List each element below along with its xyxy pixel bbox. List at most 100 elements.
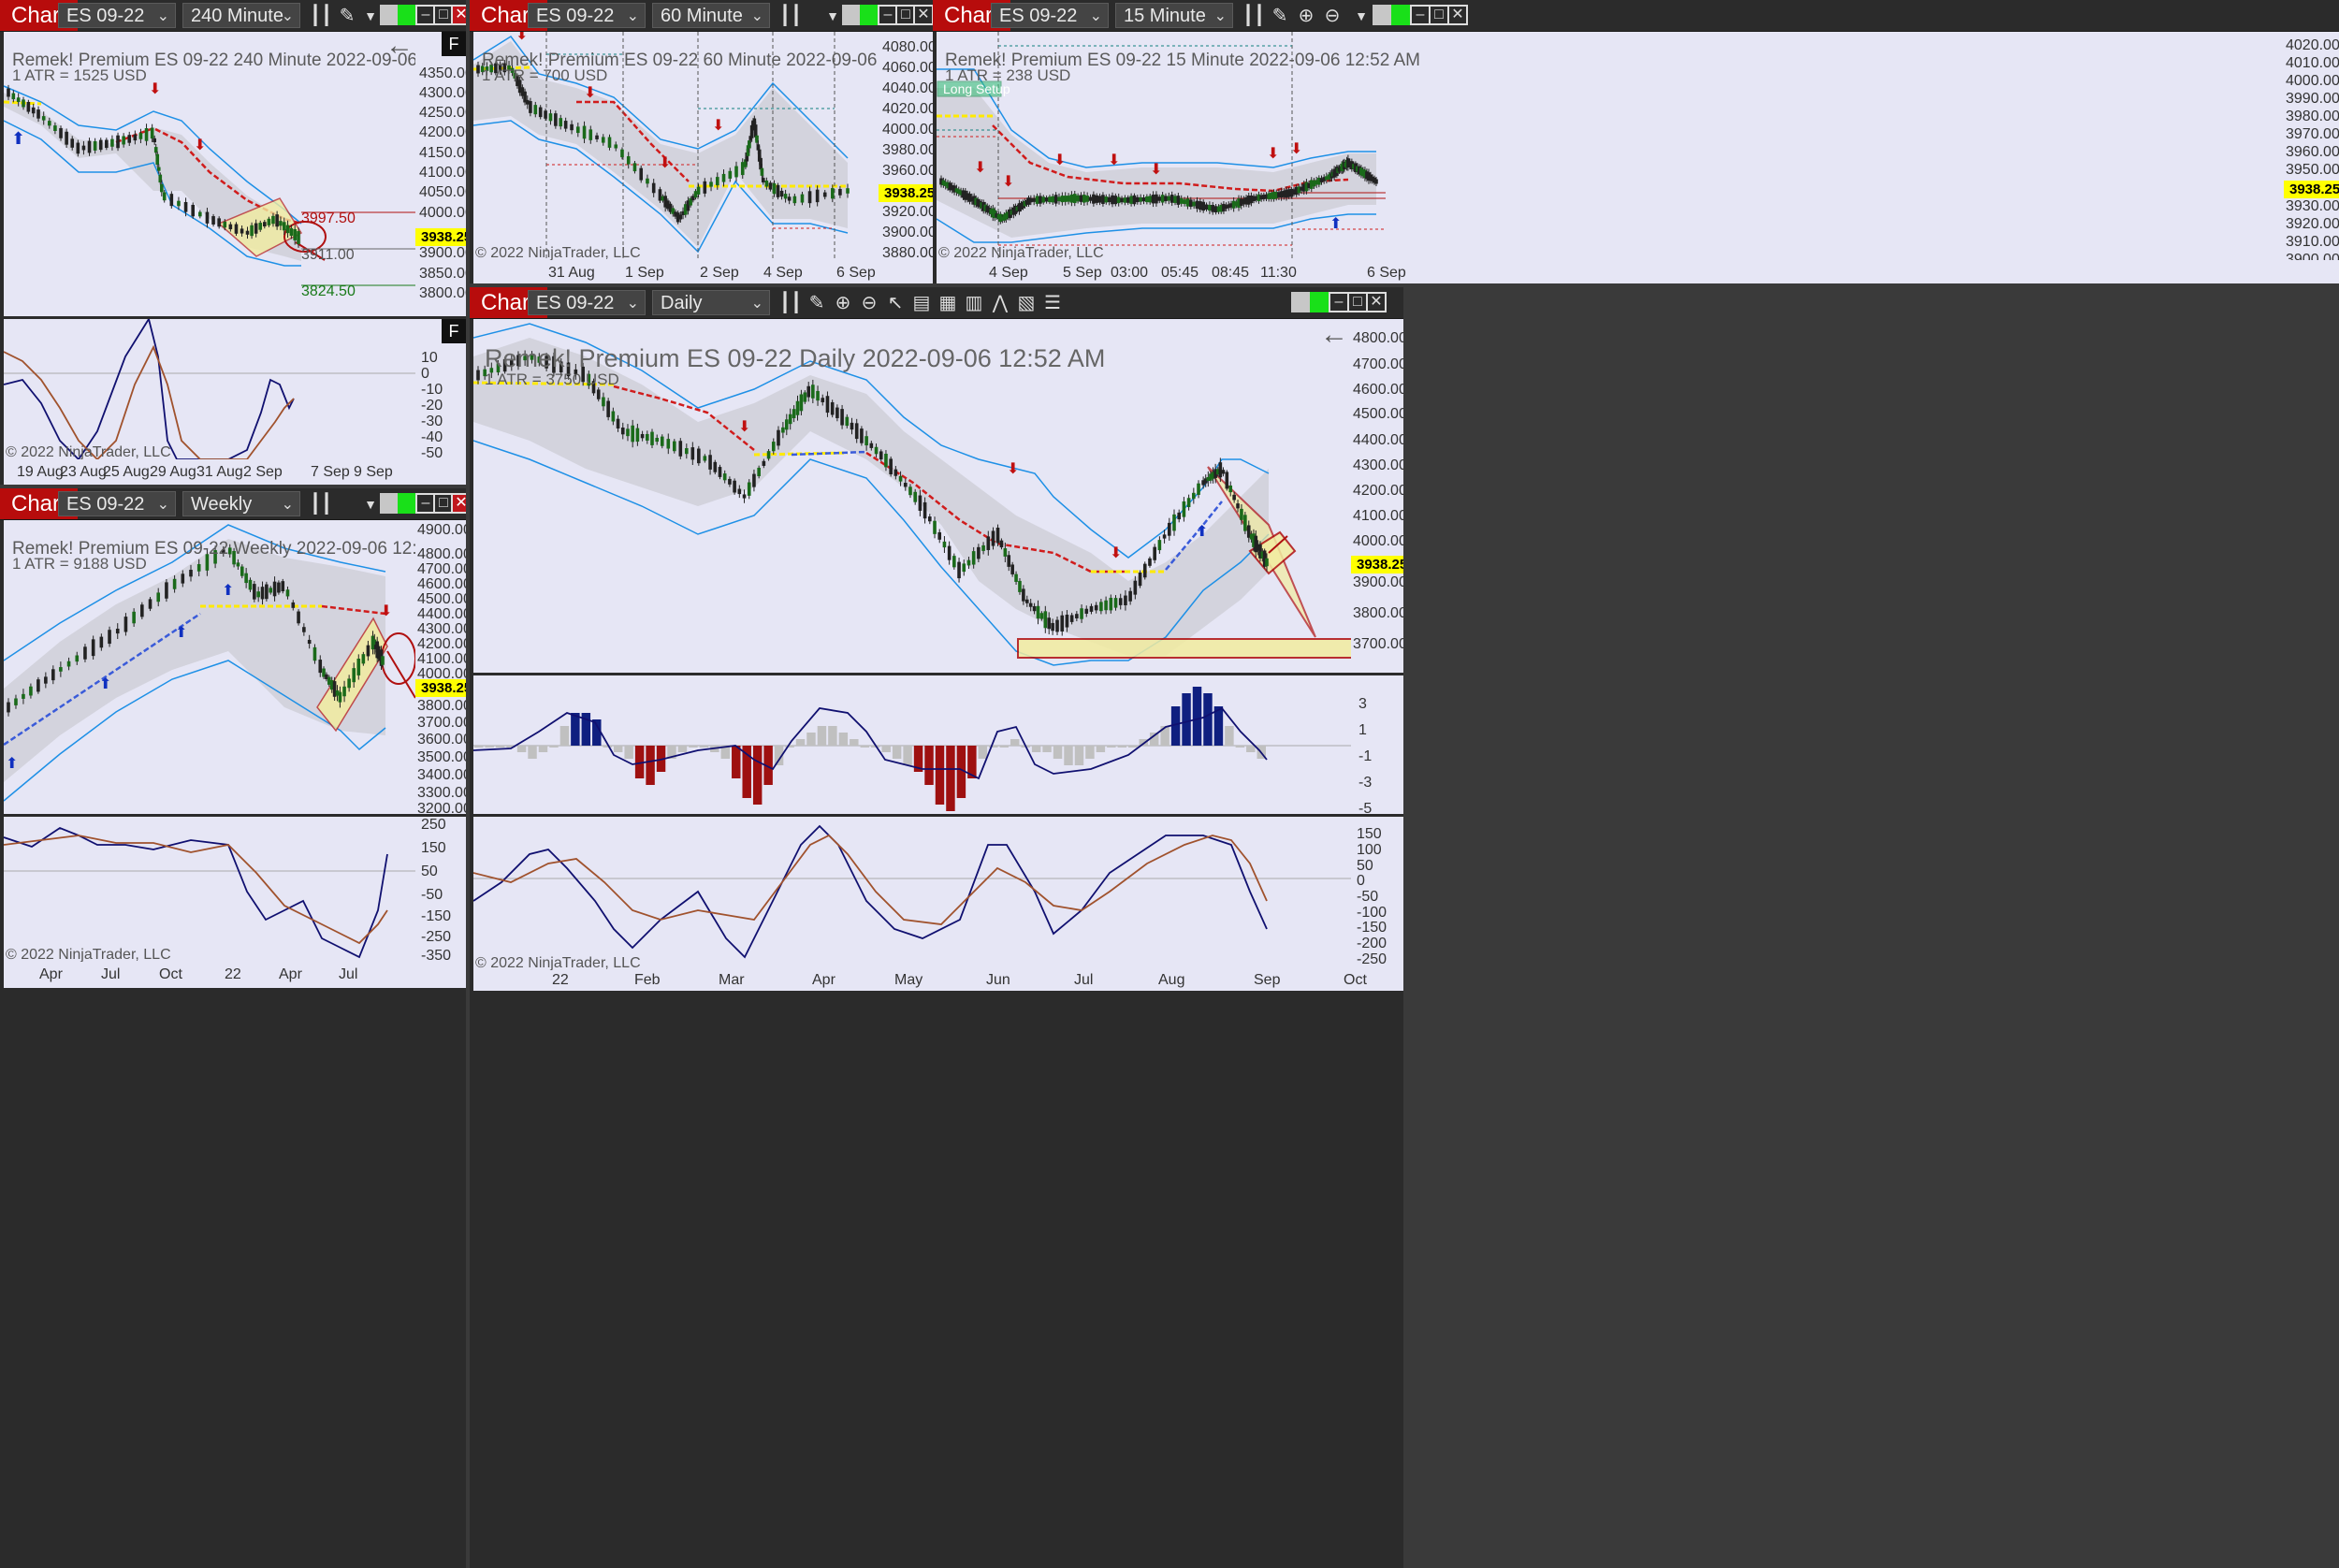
time-axis[interactable]: 4 Sep 5 Sep 03:00 05:45 08:45 11:30 6 Se… — [937, 260, 2339, 283]
dropdown-arrow-icon[interactable]: ▼ — [826, 8, 839, 23]
close-button[interactable]: ✕ — [451, 5, 466, 25]
price-tick: 3930.00 — [2286, 198, 2339, 214]
zoom-in-icon[interactable]: ⊕ — [835, 293, 851, 313]
oscillator-panel[interactable]: © 2022 NinjaTrader, LLC — [4, 319, 415, 459]
candle-body — [240, 228, 244, 234]
f-button[interactable]: F — [442, 319, 466, 343]
candle-body — [87, 140, 92, 153]
candle-body — [1294, 186, 1299, 196]
close-button[interactable]: ✕ — [1366, 292, 1387, 312]
price-panel[interactable]: ⬇ ⬇ ⬇ ⬆ Remek! Premium ES 09-22 Daily 20… — [473, 319, 1351, 673]
close-button[interactable]: ✕ — [913, 5, 933, 25]
instrument-select[interactable]: ES 09-22 ⌄ — [528, 3, 646, 28]
price-panel[interactable]: ⬇ ⬇ ⬇ ⬇ ⬇ ⬇ ⬇ ⬆ Remek! Premium ES 09-22 … — [937, 32, 2284, 260]
zoom-out-icon[interactable]: ⊖ — [861, 293, 878, 313]
minimize-button[interactable]: – — [1329, 292, 1349, 312]
dropdown-arrow-icon[interactable]: ▼ — [364, 497, 377, 512]
price-panel[interactable]: ⬆ ⬇ ⬇ Remek! Premium ES 09-22 240 Minute… — [4, 32, 415, 316]
link-green-button[interactable] — [398, 493, 418, 514]
price-panel[interactable]: ⬇ ⬇ ⬇ ⬇ Remek! Premium ES 09-22 60 Minut… — [473, 32, 879, 260]
pencil-draw-icon[interactable]: ✎ — [808, 293, 825, 313]
oscillator-axis[interactable]: 150 100 50 0 -50 -100 -150 -200 -250 — [1351, 817, 1403, 970]
window-gray-button[interactable] — [380, 5, 400, 25]
candle-body — [830, 401, 835, 415]
data-box-icon[interactable]: ▤ — [912, 293, 931, 313]
price-tick: 4600.00 — [1353, 382, 1403, 398]
macd-panel[interactable] — [473, 675, 1351, 814]
bar-style-icon[interactable]: ┃┃ — [309, 494, 333, 515]
zoom-in-icon[interactable]: ⊕ — [1298, 6, 1315, 26]
window-gray-button[interactable] — [380, 493, 400, 514]
candle-body — [996, 213, 1001, 220]
window-gray-button[interactable] — [1373, 5, 1393, 25]
candle-body — [327, 676, 331, 685]
price-panel[interactable]: ⬆ ⬆ ⬆ ⬆ ⬇ Remek! Premium ES 09-22 Weekly… — [4, 520, 415, 814]
chart-style-icon[interactable]: ▥ — [965, 293, 983, 313]
oscillator-panel[interactable]: © 2022 NinjaTrader, LLC — [4, 817, 415, 962]
strategies-icon[interactable]: ▧ — [1017, 293, 1036, 313]
interval-select[interactable]: 240 Minute ⌄ — [182, 3, 300, 28]
oscillator-panel[interactable]: © 2022 NinjaTrader, LLC — [473, 817, 1351, 970]
list-icon[interactable]: ☰ — [1044, 293, 1061, 313]
candle-body — [815, 189, 820, 203]
candle-body — [517, 80, 522, 94]
dropdown-arrow-icon[interactable]: ▼ — [364, 8, 377, 23]
bar-style-icon[interactable]: ┃┃ — [309, 6, 333, 26]
bar-style-icon[interactable]: ┃┃ — [1242, 6, 1266, 26]
time-axis[interactable]: 22 Feb Mar Apr May Jun Jul Aug Sep Oct — [473, 970, 1403, 991]
indicators-icon[interactable]: ⋀ — [992, 293, 1009, 313]
time-axis[interactable]: 19 Aug 23 Aug 25 Aug 29 Aug 31 Aug 2 Sep… — [4, 459, 466, 485]
minimize-button[interactable]: – — [1410, 5, 1431, 25]
zoom-out-icon[interactable]: ⊖ — [1324, 6, 1341, 26]
price-axis[interactable]: 4900.00 4800.00 4700.00 4600.00 4500.00 … — [415, 520, 466, 814]
price-axis[interactable]: F 4350.00 4300.00 4250.00 4200.00 4150.0… — [415, 32, 466, 316]
interval-select[interactable]: Weekly ⌄ — [182, 491, 300, 516]
window-gray-button[interactable] — [1291, 292, 1312, 312]
properties-icon[interactable]: ▦ — [938, 293, 957, 313]
close-button[interactable]: ✕ — [451, 493, 466, 514]
interval-select[interactable]: 15 Minute ⌄ — [1115, 3, 1233, 28]
histogram-bar — [1182, 693, 1191, 746]
link-green-button[interactable] — [1391, 5, 1412, 25]
histogram-bar — [989, 746, 998, 748]
maximize-button[interactable]: □ — [1347, 292, 1368, 312]
price-axis[interactable]: 4800.00 4700.00 4600.00 4500.00 4400.00 … — [1351, 319, 1403, 673]
candle-body — [757, 149, 762, 162]
interval-select[interactable]: 60 Minute ⌄ — [652, 3, 770, 28]
oscillator-axis[interactable]: F 10 0 -10 -20 -30 -40 -50 — [415, 319, 466, 459]
oscillator-axis[interactable]: 250 150 50 -50 -150 -250 -350 — [415, 817, 466, 962]
window-gray-button[interactable] — [842, 5, 863, 25]
instrument-select[interactable]: ES 09-22 ⌄ — [528, 290, 646, 315]
instrument-select[interactable]: ES 09-22 ⌄ — [58, 3, 176, 28]
price-axis[interactable]: 4080.00 4060.00 4040.00 4020.00 4000.00 … — [879, 32, 933, 260]
instrument-select[interactable]: ES 09-22 ⌄ — [58, 491, 176, 516]
time-axis[interactable]: 31 Aug 1 Sep 2 Sep 4 Sep 6 Sep — [473, 260, 933, 283]
panel-separator[interactable] — [4, 316, 466, 319]
panel-separator[interactable] — [473, 673, 1403, 675]
time-axis[interactable]: Apr Jul Oct 22 Apr Jul — [4, 962, 466, 988]
pencil-draw-icon[interactable]: ✎ — [1271, 6, 1288, 26]
link-green-button[interactable] — [1310, 292, 1330, 312]
link-green-button[interactable] — [860, 5, 880, 25]
dropdown-arrow-icon[interactable]: ▼ — [1355, 8, 1368, 23]
maximize-button[interactable]: □ — [1429, 5, 1449, 25]
chevron-down-icon: ⌄ — [750, 296, 763, 312]
pointer-icon[interactable]: ↖ — [887, 293, 904, 313]
bar-style-icon[interactable]: ┃┃ — [778, 293, 803, 313]
panel-separator[interactable] — [473, 814, 1403, 817]
candle-body — [884, 453, 888, 468]
link-green-button[interactable] — [398, 5, 418, 25]
bar-style-icon[interactable]: ┃┃ — [778, 6, 803, 26]
back-arrow-icon[interactable]: ← — [385, 32, 414, 61]
price-axis[interactable]: 4020.00 4010.00 4000.00 3990.00 3980.00 … — [2284, 32, 2339, 260]
close-button[interactable]: ✕ — [1447, 5, 1468, 25]
macd-axis[interactable]: 3 1 -1 -3 -5 — [1351, 675, 1403, 814]
candle-body — [1047, 617, 1052, 630]
instrument-select[interactable]: ES 09-22 ⌄ — [991, 3, 1109, 28]
back-arrow-icon[interactable]: ← — [1320, 319, 1348, 350]
pencil-draw-icon[interactable]: ✎ — [339, 6, 356, 26]
candle-body — [198, 211, 202, 217]
f-button[interactable]: F — [442, 32, 466, 56]
panel-separator[interactable] — [4, 814, 466, 817]
interval-select[interactable]: Daily ⌄ — [652, 290, 770, 315]
